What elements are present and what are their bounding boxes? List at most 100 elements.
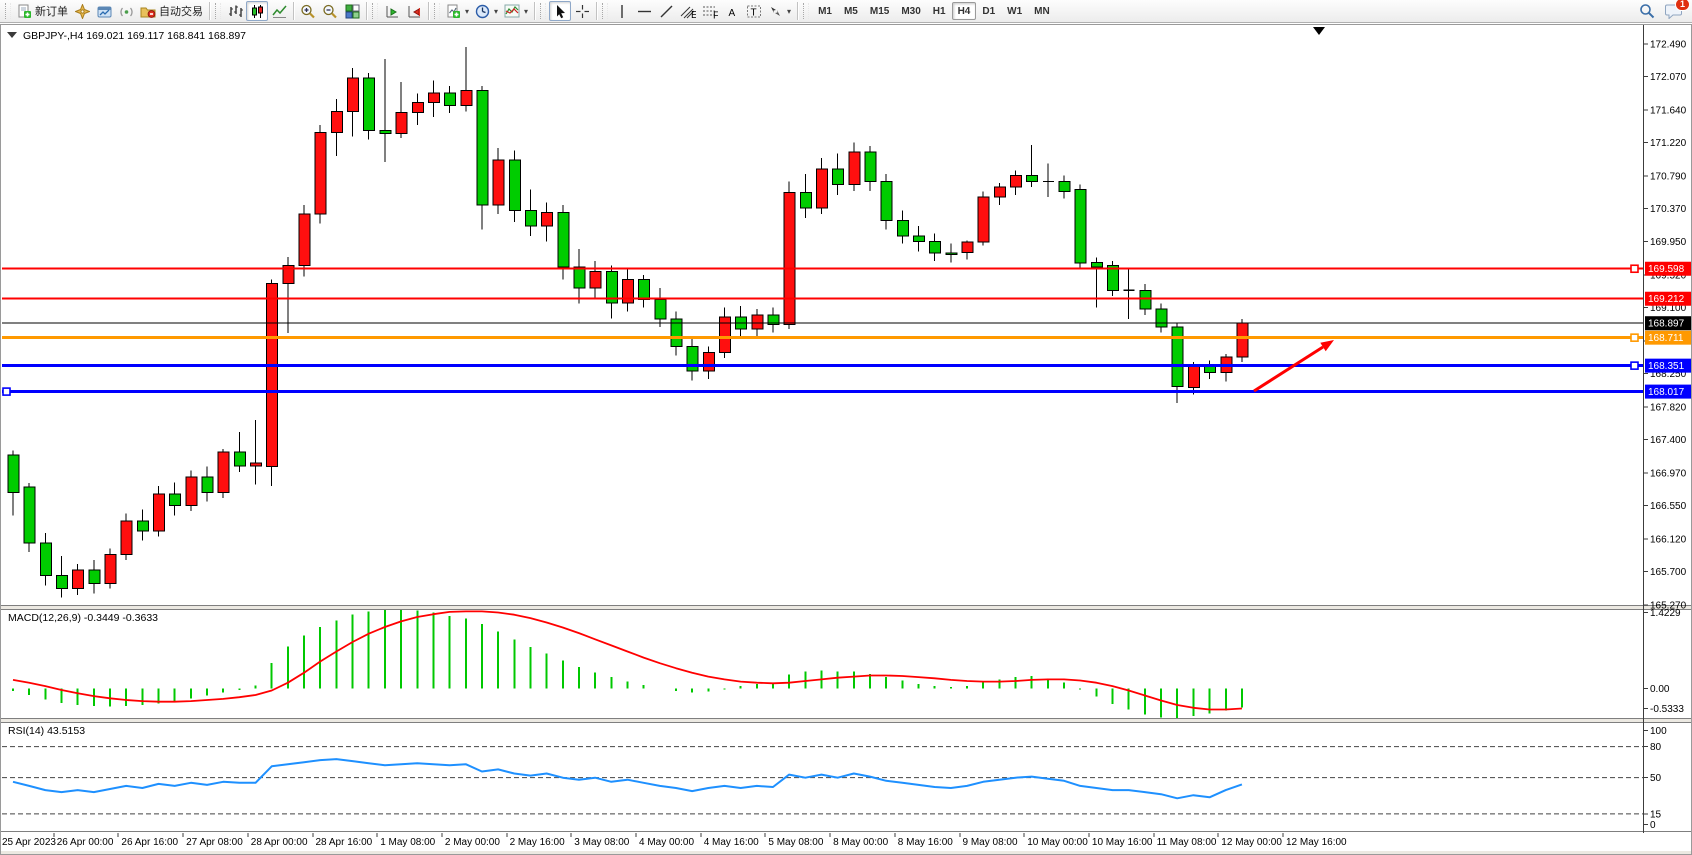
candle xyxy=(1074,184,1087,269)
terminal-button[interactable] xyxy=(93,1,115,21)
bull-candle-body xyxy=(1236,322,1249,358)
bear-candle-body xyxy=(573,266,586,289)
hline-object-168.351[interactable] xyxy=(2,361,1643,370)
timeframe-h1-button[interactable]: H1 xyxy=(932,5,946,17)
line-handle[interactable] xyxy=(2,387,11,396)
bear-candle-body xyxy=(670,318,683,347)
autotrading-button[interactable]: 自动交易 xyxy=(137,1,206,21)
bull-candle-body xyxy=(153,493,166,532)
candle xyxy=(977,191,990,246)
line-handle[interactable] xyxy=(1630,264,1639,274)
line-handle[interactable] xyxy=(1630,333,1639,342)
toolbar-grip[interactable] xyxy=(602,3,609,19)
price-tick-label: 167.400 xyxy=(1650,435,1687,446)
arrows-tool-dropdown[interactable]: ▾ xyxy=(765,1,794,21)
time-axis[interactable]: 25 Apr 2023 26 Apr 00:00 26 Apr 16:00 27 Ap… xyxy=(2,833,1347,848)
candle xyxy=(39,532,52,586)
candle xyxy=(395,82,408,139)
pane-splitter[interactable] xyxy=(0,719,1692,722)
chart-shift-marker[interactable] xyxy=(1313,27,1325,35)
label-tool-button[interactable]: T xyxy=(743,1,765,21)
text-tool-button[interactable]: A xyxy=(721,1,743,21)
candle xyxy=(233,431,246,473)
bull-candle-body xyxy=(460,90,473,106)
price-tick-label: 172.070 xyxy=(1650,72,1687,83)
fibonacci-tool-button[interactable]: F xyxy=(699,1,721,21)
search-button[interactable] xyxy=(1636,1,1658,21)
time-tick-label: 10 May 16:00 xyxy=(1092,837,1153,848)
hline-object-169.598[interactable] xyxy=(2,264,1643,274)
line-handle[interactable] xyxy=(1630,361,1639,370)
hline-object-168.017[interactable] xyxy=(2,387,1643,396)
chart-shift-button[interactable] xyxy=(403,1,425,21)
periods-dropdown[interactable]: ▾ xyxy=(472,1,501,21)
rsi-tick-label: 0 xyxy=(1650,820,1656,831)
toolbar-grip[interactable] xyxy=(215,3,221,19)
toolbar-grip[interactable] xyxy=(5,3,11,19)
toolbar-grip[interactable] xyxy=(803,3,810,19)
bear-candle-body xyxy=(557,212,570,268)
signals-button[interactable] xyxy=(115,1,137,21)
red-arrow-annotation[interactable] xyxy=(1253,340,1334,393)
new-order-button[interactable]: 新订单 xyxy=(14,1,71,21)
price-axis[interactable]: 172.490 172.070 171.640 171.220 170.790 170.3… xyxy=(1643,24,1687,833)
bull-candle-body xyxy=(589,271,602,289)
timeframe-m1-button[interactable]: M1 xyxy=(818,5,832,17)
tile-windows-button[interactable] xyxy=(341,1,363,21)
timeframe-d1-button[interactable]: D1 xyxy=(982,5,996,17)
timeframe-m5-button[interactable]: M5 xyxy=(843,5,858,17)
vline-tool-button[interactable] xyxy=(611,1,633,21)
time-tick-label: 12 May 16:00 xyxy=(1286,837,1347,848)
time-tick-label: 9 May 08:00 xyxy=(963,837,1018,848)
zoom-out-button[interactable] xyxy=(319,1,341,21)
arrow-head xyxy=(1320,340,1334,352)
time-tick-label: 5 May 08:00 xyxy=(768,837,823,848)
vertical-line-icon xyxy=(616,4,628,19)
candle xyxy=(104,548,117,589)
hline-tool-button[interactable] xyxy=(633,1,655,21)
new-chart-dropdown[interactable]: ▾ xyxy=(443,1,472,21)
time-tick-label: 8 May 00:00 xyxy=(833,837,888,848)
line-chart-button[interactable] xyxy=(268,1,290,21)
timeframe-mn-button[interactable]: MN xyxy=(1034,5,1050,17)
price-tag-168.017-text: 168.017 xyxy=(1648,387,1685,398)
toolbar-grip[interactable] xyxy=(372,3,378,19)
zoom-in-button[interactable] xyxy=(297,1,319,21)
metaeditor-button[interactable] xyxy=(71,1,93,21)
bull-candle-body xyxy=(783,191,796,326)
pane-splitter[interactable] xyxy=(0,606,1692,609)
price-tag-169.598-box xyxy=(1645,261,1691,276)
cursor-tool-button[interactable] xyxy=(549,1,572,21)
timeframe-h4-button[interactable]: H4 xyxy=(951,2,977,20)
bar-chart-button[interactable] xyxy=(224,1,246,21)
channel-tool-button[interactable]: E xyxy=(677,1,699,21)
toolbar-grip[interactable] xyxy=(434,3,440,19)
time-tick-label: 26 Apr 16:00 xyxy=(121,837,178,848)
candlestick-chart-button[interactable] xyxy=(246,1,268,21)
autotrading-icon xyxy=(140,4,156,19)
candle xyxy=(72,563,85,595)
timeframe-m30-button[interactable]: M30 xyxy=(901,5,921,17)
bull-candle-body xyxy=(751,314,764,330)
bear-candle-body xyxy=(56,575,69,590)
price-tick-label: 168.250 xyxy=(1650,369,1687,380)
trendline-tool-button[interactable] xyxy=(655,1,677,21)
time-tick-label: 11 May 08:00 xyxy=(1157,837,1217,848)
crosshair-tool-button[interactable] xyxy=(571,1,593,21)
bull-candle-body xyxy=(977,196,990,243)
timeframe-w1-button[interactable]: W1 xyxy=(1007,5,1023,17)
candle xyxy=(185,470,198,512)
price-tag-169.212-box xyxy=(1645,291,1691,306)
one-click-trading-toggle[interactable] xyxy=(7,32,17,38)
candle xyxy=(848,142,861,191)
timeframe-m15-button[interactable]: M15 xyxy=(869,5,890,17)
bear-candle-body xyxy=(1026,174,1039,183)
auto-scroll-button[interactable] xyxy=(381,1,403,21)
hline-object-168.711[interactable] xyxy=(2,333,1643,342)
toolbar-grip[interactable] xyxy=(540,3,547,19)
indicators-dropdown[interactable]: ▾ xyxy=(501,1,531,21)
candle xyxy=(589,260,602,300)
notifications-button[interactable]: 1 xyxy=(1662,0,1690,21)
candle xyxy=(929,233,942,261)
